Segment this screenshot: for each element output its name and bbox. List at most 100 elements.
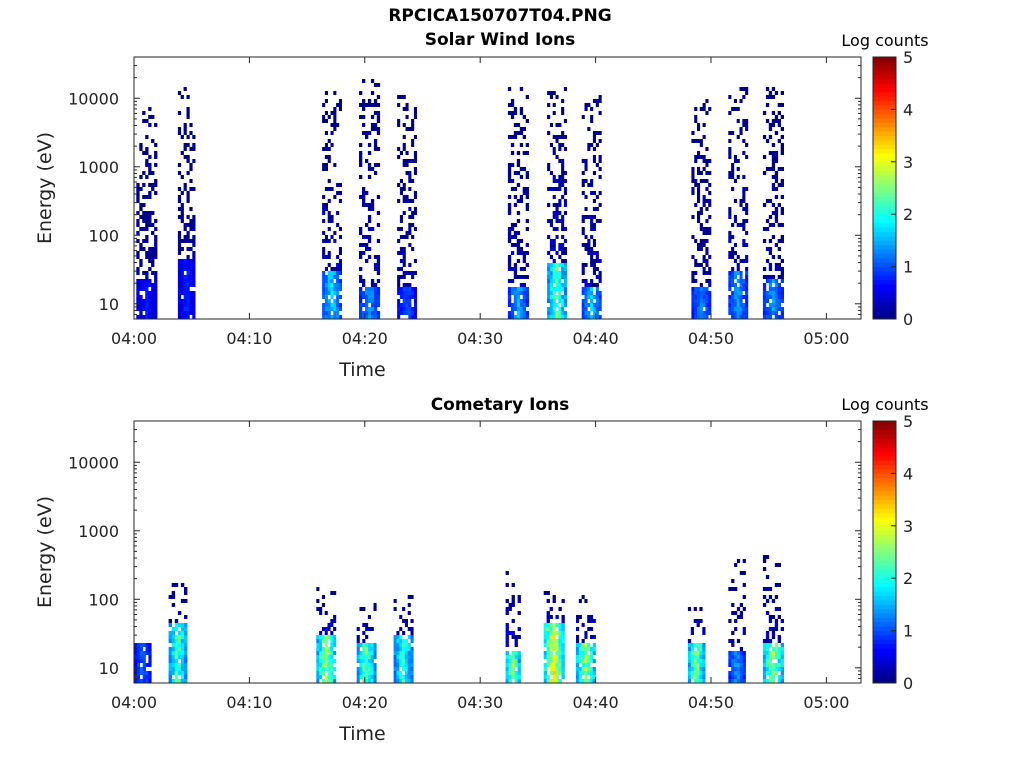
heatmap-cell — [136, 299, 140, 303]
heatmap-cell — [742, 559, 746, 563]
heatmap-cell — [359, 659, 363, 663]
heatmap-cell — [705, 303, 709, 307]
heatmap-cell — [519, 303, 524, 307]
heatmap-cell — [561, 247, 565, 251]
x-tick-label: 04:40 — [573, 329, 619, 348]
heatmap-cell — [393, 647, 397, 651]
heatmap-cell — [136, 679, 141, 683]
heatmap-cell — [595, 311, 599, 315]
heatmap-cell — [765, 119, 770, 123]
heatmap-cell — [547, 203, 551, 207]
heatmap-cell — [731, 255, 735, 259]
heatmap-cell — [510, 135, 515, 139]
colorbar-segment — [873, 301, 896, 307]
heatmap-cell — [508, 671, 512, 675]
heatmap-cell — [142, 119, 146, 123]
heatmap-cell — [742, 295, 746, 299]
heatmap-cell — [151, 263, 155, 267]
heatmap-cell — [330, 187, 334, 191]
heatmap-cell — [768, 307, 773, 311]
heatmap-cell — [731, 267, 735, 271]
heatmap-cell — [505, 635, 509, 639]
heatmap-cell — [555, 215, 559, 219]
heatmap-cell — [507, 295, 512, 299]
heatmap-cell — [397, 199, 401, 203]
heatmap-cell — [327, 655, 331, 659]
heatmap-cell — [549, 247, 553, 251]
heatmap-cell — [516, 303, 521, 307]
heatmap-cell — [373, 675, 377, 679]
heatmap-cell — [408, 263, 412, 267]
heatmap-cell — [154, 155, 158, 159]
heatmap-cell — [359, 155, 363, 159]
colorbar-segment — [873, 656, 896, 662]
heatmap-cell — [731, 611, 735, 615]
heatmap-cell — [702, 655, 706, 659]
heatmap-cell — [407, 627, 411, 631]
heatmap-cell — [507, 211, 512, 215]
heatmap-cell — [517, 659, 521, 663]
heatmap-cell — [370, 227, 375, 231]
heatmap-cell — [705, 187, 709, 191]
heatmap-cell — [324, 299, 328, 303]
heatmap-cell — [333, 659, 337, 663]
heatmap-cell — [587, 663, 591, 667]
heatmap-cell — [370, 663, 374, 667]
heatmap-cell — [408, 215, 412, 219]
heatmap-cell — [771, 651, 776, 655]
heatmap-cell — [408, 159, 412, 163]
heatmap-cell — [362, 659, 366, 663]
heatmap-cell — [590, 655, 594, 659]
heatmap-cell — [324, 267, 328, 271]
heatmap-cell — [142, 211, 146, 215]
heatmap-cell — [780, 147, 784, 151]
heatmap-cell — [168, 647, 172, 651]
heatmap-cell — [365, 291, 369, 295]
heatmap-cell — [333, 307, 337, 311]
heatmap-cell — [552, 227, 556, 231]
heatmap-cell — [370, 311, 375, 315]
heatmap-cell — [396, 639, 400, 643]
heatmap-cell — [408, 311, 412, 315]
heatmap-cell — [413, 159, 417, 163]
heatmap-cell — [762, 587, 767, 591]
heatmap-cell — [558, 311, 562, 315]
heatmap-cell — [745, 243, 749, 247]
heatmap-cell — [359, 655, 363, 659]
heatmap-cell — [330, 123, 334, 127]
heatmap-cell — [552, 103, 556, 107]
heatmap-cell — [189, 179, 193, 183]
heatmap-cell — [507, 171, 512, 175]
heatmap-cell — [705, 207, 709, 211]
heatmap-cell — [189, 303, 193, 307]
heatmap-cell — [399, 267, 403, 271]
heatmap-cell — [408, 199, 412, 203]
heatmap-cell — [183, 307, 187, 311]
heatmap-cell — [142, 279, 146, 283]
colorbar-segment — [873, 65, 896, 71]
heatmap-cell — [687, 607, 692, 611]
heatmap-cell — [739, 663, 743, 667]
heatmap-cell — [322, 219, 326, 223]
heatmap-cell — [333, 127, 337, 131]
heatmap-cell — [561, 635, 565, 639]
heatmap-cell — [324, 91, 328, 95]
heatmap-cell — [697, 139, 701, 143]
heatmap-cell — [694, 263, 698, 267]
heatmap-cell — [333, 291, 337, 295]
colorbar-segment — [873, 157, 896, 163]
heatmap-cell — [702, 291, 706, 295]
heatmap-cell — [148, 259, 152, 263]
heatmap-cell — [780, 659, 784, 663]
heatmap-cell — [402, 159, 406, 163]
heatmap-cell — [771, 655, 776, 659]
heatmap-cell — [590, 619, 594, 623]
heatmap-cell — [699, 283, 703, 287]
heatmap-cell — [151, 299, 155, 303]
heatmap-cell — [192, 291, 196, 295]
heatmap-cell — [183, 287, 187, 291]
colorbar-segment — [873, 565, 896, 570]
heatmap-cell — [516, 287, 521, 291]
heatmap-cell — [522, 275, 526, 279]
heatmap-cell — [189, 187, 193, 191]
